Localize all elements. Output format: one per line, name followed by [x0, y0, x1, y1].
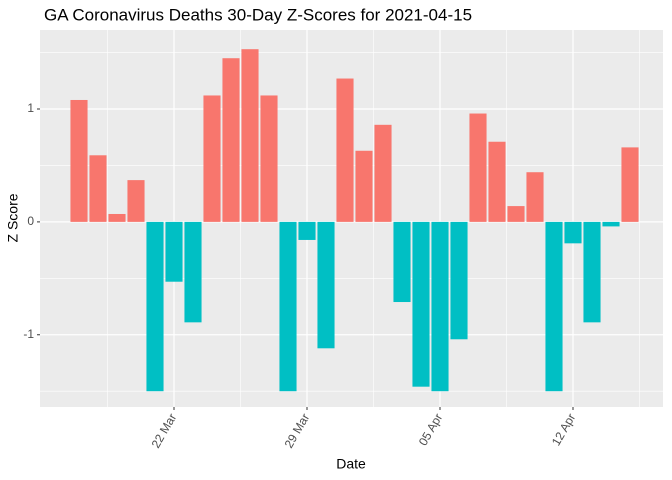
bar: [374, 124, 392, 222]
bar: [526, 172, 544, 222]
bar: [146, 221, 164, 392]
bar: [241, 49, 259, 222]
bar: [127, 180, 145, 222]
bar: [260, 95, 278, 222]
bar: [621, 147, 639, 222]
bar: [431, 221, 449, 392]
bar: [355, 150, 373, 222]
bar: [203, 95, 221, 222]
bar: [469, 113, 487, 222]
bar: [393, 221, 411, 303]
x-tick-label: 05 Apr: [416, 411, 445, 448]
x-tick-label: 12 Apr: [549, 411, 578, 448]
bar: [602, 221, 620, 227]
bar: [545, 221, 563, 392]
bar: [317, 221, 335, 349]
bar: [222, 58, 240, 222]
bar: [488, 141, 506, 222]
chart-title: GA Coronavirus Deaths 30-Day Z-Scores fo…: [44, 5, 472, 24]
x-tick-label: 22 Mar: [149, 411, 180, 450]
bar: [564, 221, 582, 244]
y-tick-label: 0: [27, 214, 34, 228]
bar: [583, 221, 601, 323]
bar: [336, 78, 354, 222]
bar: [507, 206, 525, 222]
bar: [70, 99, 88, 222]
bar: [108, 213, 126, 222]
y-axis-label: Z Score: [5, 193, 21, 242]
bar: [165, 221, 183, 282]
bar: [279, 221, 297, 392]
x-tick-label: 29 Mar: [282, 411, 313, 450]
bar: [412, 221, 430, 387]
bar: [298, 221, 316, 240]
x-axis-label: Date: [336, 456, 366, 472]
y-tick-label: -1: [23, 327, 34, 341]
bar: [89, 155, 107, 222]
bar: [184, 221, 202, 323]
bar: [450, 221, 468, 340]
y-tick-label: 1: [27, 101, 34, 115]
